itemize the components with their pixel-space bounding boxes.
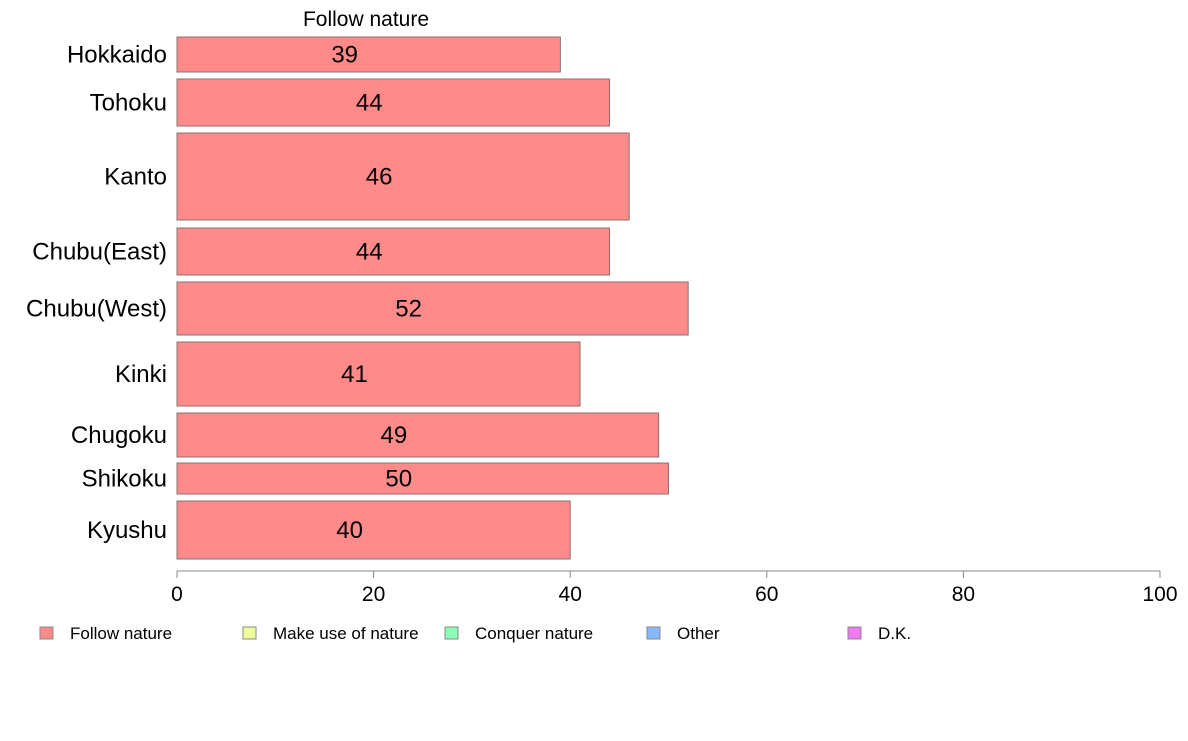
bar-kinki	[176, 341, 581, 407]
category-label: Chubu(East)	[32, 239, 167, 266]
x-tick-label: 20	[362, 583, 385, 606]
legend-label: D.K.	[878, 624, 911, 643]
legend-label: Make use of nature	[273, 624, 419, 643]
x-tick-label: 40	[559, 583, 582, 606]
legend-label: Other	[677, 624, 720, 643]
category-label: Hokkaido	[67, 42, 167, 69]
legend-label: Conquer nature	[475, 624, 593, 643]
legend: Follow nature Make use of nature Conquer n…	[39, 624, 911, 643]
x-axis: 0 20 40 60 80 100	[171, 570, 1178, 606]
data-label: 44	[356, 239, 383, 266]
x-tick-label: 60	[755, 583, 778, 606]
bar-chubu-east	[176, 227, 611, 276]
bar-kyushu	[176, 500, 571, 560]
category-label: Kinki	[115, 361, 167, 388]
bar-hokkaido	[176, 36, 561, 73]
category-label: Chubu(West)	[26, 296, 167, 323]
category-label: Kanto	[104, 164, 167, 191]
chart-title: Follow nature	[303, 8, 429, 31]
bar-chubu-west	[176, 281, 689, 336]
legend-swatch	[444, 626, 459, 640]
bar-chugoku	[176, 412, 660, 458]
legend-swatch	[242, 626, 257, 640]
x-tick-label: 80	[952, 583, 975, 606]
category-label: Shikoku	[82, 466, 167, 493]
data-label: 46	[366, 164, 393, 191]
data-label: 52	[395, 296, 422, 323]
bars-layer	[176, 36, 689, 560]
bar-tohoku	[176, 78, 611, 127]
category-labels: Hokkaido Tohoku Kanto Chubu(East) Chubu(West…	[26, 42, 167, 545]
category-label: Kyushu	[87, 517, 167, 544]
data-label: 49	[380, 422, 407, 449]
legend-swatch	[39, 626, 54, 640]
category-label: Chugoku	[71, 422, 167, 449]
data-label: 50	[385, 466, 412, 493]
bar-kanto	[176, 132, 630, 221]
data-label: 39	[331, 42, 358, 69]
data-label: 44	[356, 90, 383, 117]
x-tick-label: 100	[1142, 583, 1177, 606]
legend-swatch	[847, 626, 862, 640]
legend-swatch	[646, 626, 661, 640]
data-label: 40	[336, 517, 363, 544]
bar-shikoku	[176, 462, 669, 495]
data-labels: 39 44 46 44 52 41 49 50 40	[331, 42, 422, 545]
data-label: 41	[341, 361, 368, 388]
x-tick-label: 0	[171, 583, 183, 606]
category-label: Tohoku	[90, 90, 167, 117]
legend-label: Follow nature	[70, 624, 172, 643]
